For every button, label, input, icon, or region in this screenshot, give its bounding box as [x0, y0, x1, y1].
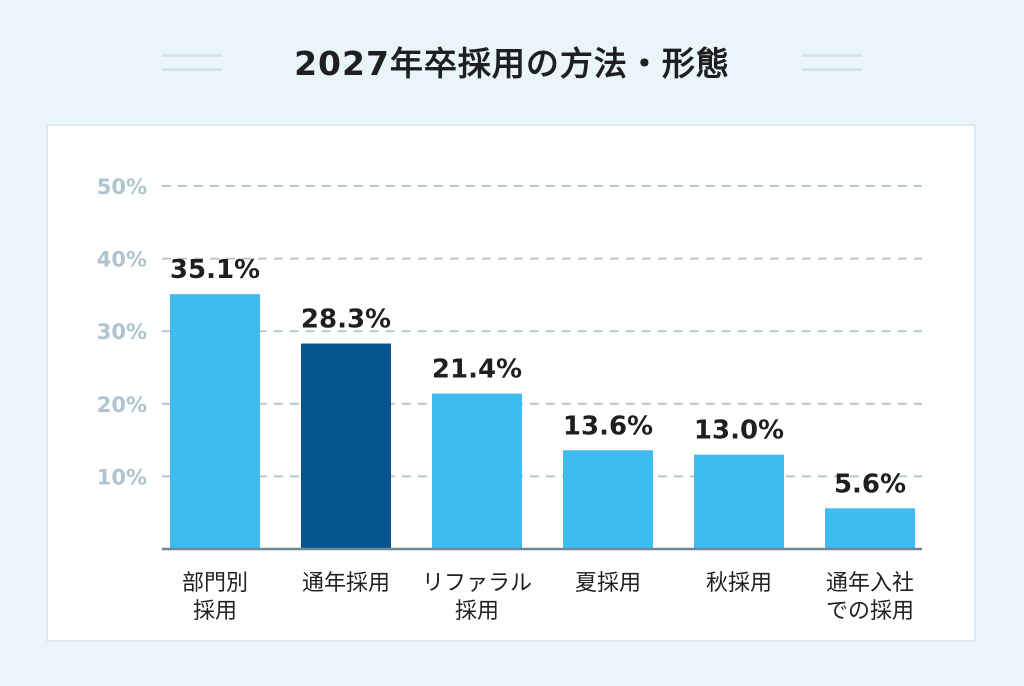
bar — [170, 294, 260, 549]
title-area: 2027年卒採用の方法・形態 — [0, 34, 1024, 94]
category-label: 部門別 — [182, 571, 248, 596]
bar-value-label: 5.6% — [834, 469, 906, 499]
y-tick-label: 40% — [97, 248, 147, 272]
y-tick-label: 20% — [97, 393, 147, 417]
title-decoration-line — [802, 68, 862, 71]
title-decoration-line — [802, 54, 862, 57]
bar-value-label: 13.0% — [694, 416, 784, 446]
title-decoration-line — [162, 54, 222, 57]
bar-value-label: 35.1% — [170, 255, 260, 285]
category-label: 秋採用 — [706, 571, 772, 596]
bar — [825, 508, 915, 549]
category-label: リファラル — [422, 571, 532, 596]
bar-value-label: 28.3% — [301, 305, 391, 335]
y-tick-label: 30% — [97, 320, 147, 344]
y-tick-label: 50% — [97, 175, 147, 199]
category-label: 通年採用 — [302, 571, 390, 596]
bar — [563, 450, 653, 549]
category-label: 夏採用 — [575, 571, 641, 596]
category-label: 通年入社 — [826, 571, 914, 596]
y-tick-label: 10% — [97, 465, 147, 489]
category-label: 採用 — [455, 599, 499, 624]
category-label: での採用 — [826, 599, 914, 624]
category-label: 採用 — [193, 599, 237, 624]
bar — [432, 393, 522, 549]
bar — [694, 454, 784, 549]
title-decoration-line — [162, 68, 222, 71]
bar-value-label: 21.4% — [432, 355, 522, 385]
bar-value-label: 13.6% — [563, 411, 653, 441]
chart-title: 2027年卒採用の方法・形態 — [294, 44, 730, 83]
bar — [301, 343, 391, 549]
